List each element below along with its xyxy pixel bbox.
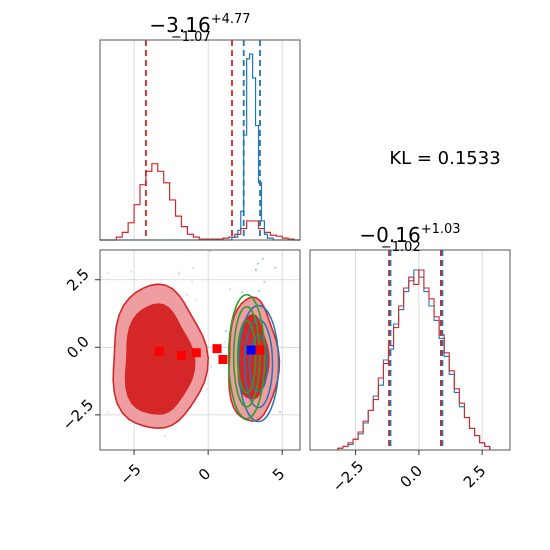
scatter-point xyxy=(177,273,180,276)
blue-histogram xyxy=(100,53,300,241)
bottom-left-y-ticks: 2.5 0.0 −2.5 xyxy=(59,265,100,434)
br-title-median: −0.16 xyxy=(359,223,420,247)
br-title-minus: −1.02 xyxy=(381,240,421,255)
br-title-plus: +1.03 xyxy=(421,222,461,237)
bottom-right-quantile-lines xyxy=(388,250,444,450)
tl-title-median: −3.16 xyxy=(149,13,210,37)
red-histogram xyxy=(310,269,510,451)
x-tick-label: 5 xyxy=(269,465,288,484)
x-tick-label: 0 xyxy=(195,465,214,484)
y-tick-label: −2.5 xyxy=(59,396,97,434)
scatter-point xyxy=(224,329,228,333)
tl-title-plus: +4.77 xyxy=(211,12,251,27)
green-ellipse xyxy=(236,319,257,394)
top-left-quantile-lines xyxy=(145,40,261,240)
bottom-left-x-ticks: −5 0 5 xyxy=(116,450,288,489)
scatter-point xyxy=(258,289,261,293)
scatter-point xyxy=(228,287,232,291)
x-tick-label: 0.0 xyxy=(397,462,427,492)
scatter-point xyxy=(256,262,260,265)
scatter-point xyxy=(210,366,213,369)
scatter-point xyxy=(186,293,189,296)
bottom-left-contours xyxy=(112,283,281,430)
green-ellipse xyxy=(227,293,266,420)
bottom-left-frame xyxy=(99,249,301,451)
top-left-panel: −3.16+4.77 −1.07 xyxy=(99,12,301,241)
scatter-point xyxy=(163,434,166,437)
blue-contour xyxy=(243,318,274,409)
blue-histogram xyxy=(310,269,510,451)
bottom-right-x-ticks: −2.5 0.0 2.5 xyxy=(329,450,490,496)
top-left-frame xyxy=(99,39,301,241)
scatter-point xyxy=(241,291,244,294)
scatter-point xyxy=(106,272,109,275)
scatter-point xyxy=(254,268,257,271)
red-square-marker xyxy=(218,354,228,364)
scatter-point xyxy=(106,411,109,414)
bottom-left-panel: −5 0 5 2.5 0.0 −2.5 xyxy=(59,220,301,489)
y-tick-label: 0.0 xyxy=(63,332,93,362)
scatter-point xyxy=(278,410,282,414)
scatter-point xyxy=(223,341,226,344)
bottom-right-title: −0.16+1.03 −1.02 xyxy=(359,222,460,255)
red-contour-inner-left xyxy=(124,303,196,415)
bottom-right-panel: −2.5 0.0 2.5 −0.16+1.03 −1.02 xyxy=(309,222,511,496)
red-square-marker xyxy=(176,350,186,360)
scatter-point xyxy=(206,388,209,391)
scatter-point xyxy=(102,220,104,222)
scatter-point xyxy=(192,266,195,270)
green-ellipse xyxy=(232,305,261,408)
scatter-point xyxy=(263,280,266,283)
red-square-marker xyxy=(154,346,164,356)
bottom-left-markers xyxy=(154,344,265,364)
y-tick-label: 2.5 xyxy=(63,265,93,295)
x-tick-label: −5 xyxy=(116,460,144,488)
tl-title-minus: −1.07 xyxy=(171,30,211,45)
x-tick-label: −2.5 xyxy=(329,457,367,495)
scatter-point xyxy=(195,299,198,302)
bottom-right-frame xyxy=(309,249,511,451)
scatter-point xyxy=(191,280,194,283)
scatter-point xyxy=(261,257,264,260)
scatter-point xyxy=(177,271,181,274)
scatter-point xyxy=(130,270,133,273)
red-square-marker xyxy=(255,345,265,355)
scatter-point xyxy=(208,250,211,253)
red-square-marker xyxy=(212,344,222,354)
x-tick-label: 2.5 xyxy=(460,462,490,492)
red-square-marker xyxy=(191,348,201,358)
red-histogram xyxy=(100,163,300,241)
scatter-point xyxy=(274,266,277,269)
bottom-right-histograms xyxy=(310,269,510,451)
top-left-histograms xyxy=(100,53,300,241)
top-left-title: −3.16+4.77 −1.07 xyxy=(149,12,250,45)
kl-label: KL = 0.1533 xyxy=(389,148,500,169)
blue-square-marker xyxy=(246,345,256,355)
